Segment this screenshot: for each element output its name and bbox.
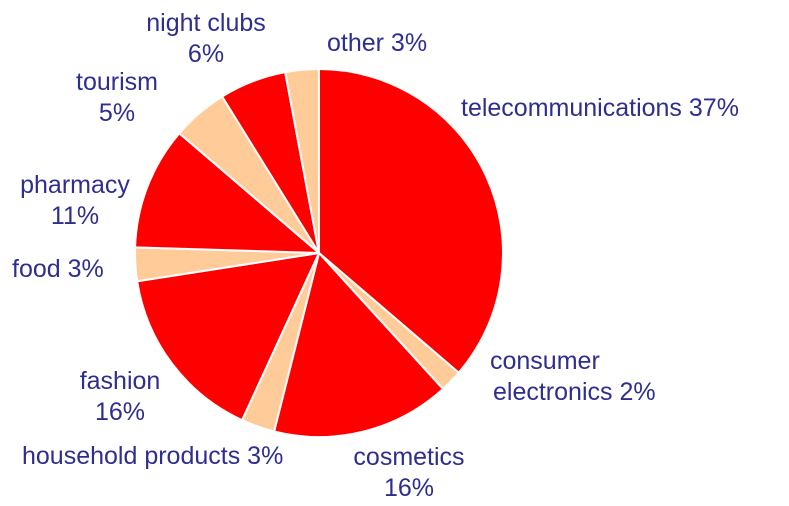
slice-pharmacy — [134, 132, 320, 254]
label-cosmetics: cosmetics 16% — [336, 442, 482, 504]
label-cosmetics-line2: 16% — [383, 474, 435, 502]
label-consumer-electronics-line2: electronics 2% — [493, 378, 656, 406]
label-household-products: household products 3% — [22, 442, 284, 470]
label-pharmacy: pharmacy 11% — [5, 170, 145, 232]
slice-fashion — [136, 252, 320, 422]
label-fashion-line1: fashion — [79, 367, 161, 395]
label-tourism: tourism 5% — [58, 67, 176, 129]
label-night-clubs-line1: night clubs — [146, 9, 266, 37]
label-telecommunications: telecommunications 37% — [461, 94, 739, 122]
slice-telecommunications — [318, 68, 504, 374]
label-tourism-line2: 5% — [98, 99, 136, 127]
label-pharmacy-line2: 11% — [50, 202, 100, 230]
label-fashion: fashion 16% — [55, 366, 185, 428]
label-night-clubs: night clubs 6% — [128, 8, 284, 70]
label-consumer-electronics-line1: consumer — [490, 347, 600, 375]
label-night-clubs-line2: 6% — [187, 40, 225, 68]
label-cosmetics-line1: cosmetics — [353, 443, 465, 471]
slice-cosmetics — [273, 252, 444, 438]
label-pharmacy-line1: pharmacy — [20, 171, 130, 199]
label-other: other 3% — [327, 29, 428, 57]
label-fashion-line2: 16% — [94, 398, 146, 426]
pie-slices — [134, 68, 504, 438]
slice-other — [284, 68, 320, 254]
label-tourism-line1: tourism — [76, 68, 158, 96]
label-consumer-electronics: consumer electronics 2% — [490, 346, 656, 408]
label-food: food 3% — [12, 255, 104, 283]
